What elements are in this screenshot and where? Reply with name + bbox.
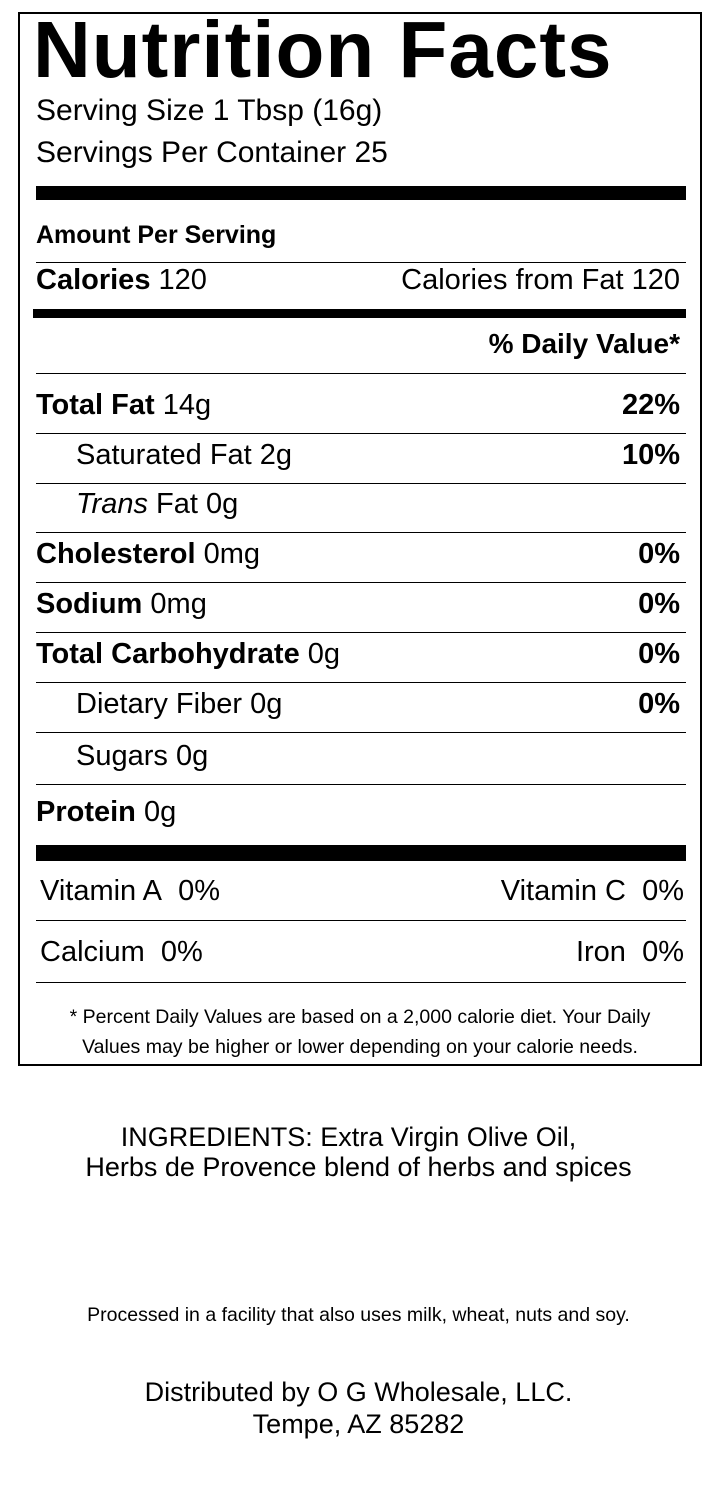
divider — [36, 920, 686, 921]
ingredients-line: INGREDIENTS: Extra Virgin Olive Oil, — [120, 1122, 577, 1152]
nutrient-row-trans-fat: Trans Fat 0g — [36, 490, 680, 519]
divider — [36, 582, 686, 583]
nutrient-row-sodium: Sodium 0mg 0% — [36, 590, 680, 619]
divider — [36, 262, 686, 263]
nutrient-dv: 0% — [638, 538, 680, 570]
nutrient-row-cholesterol: Cholesterol 0mg 0% — [36, 540, 680, 569]
distributor-line: Distributed by O G Wholesale, LLC. — [144, 1377, 573, 1407]
footnote-line: * Percent Daily Values are based on a 2,… — [69, 1006, 651, 1028]
nutrient-amount: 2g — [259, 439, 293, 471]
nutrient-row-dietary-fiber: Dietary Fiber 0g 0% — [36, 690, 680, 719]
nutrient-label: Protein — [36, 796, 136, 828]
nutrient-label: Total Carbohydrate — [36, 638, 300, 670]
divider — [36, 784, 686, 785]
calories-label: Calories — [36, 264, 151, 296]
nutrient-amount: 0mg — [150, 588, 207, 620]
calories-value: 120 — [158, 264, 207, 296]
vitamin-label: Calcium — [40, 936, 145, 968]
nutrient-amount: 0g — [250, 688, 283, 720]
calories-row: Calories 120 Calories from Fat 120 — [36, 266, 680, 295]
nutrient-dv: 22% — [621, 389, 680, 421]
nutrient-label: Trans — [76, 488, 148, 520]
nutrient-row-total-fat: Total Fat 14g 22% — [36, 391, 680, 420]
divider — [36, 732, 686, 733]
nutrition-facts-box — [18, 12, 702, 1066]
vitamin-label: Vitamin C — [500, 875, 626, 907]
vitamin-value: 0% — [642, 936, 684, 968]
vitamin-row-1: Vitamin A 0% Vitamin C 0% — [40, 877, 684, 906]
nutrient-label: Dietary Fiber — [76, 688, 242, 720]
amount-per-serving: Amount Per Serving — [36, 221, 277, 249]
nutrient-amount: 0g — [175, 740, 209, 772]
divider — [36, 433, 686, 434]
label-title: Nutrition Facts — [33, 5, 613, 94]
vitamin-row-2: Calcium 0% Iron 0% — [40, 938, 684, 967]
nutrient-dv: 0% — [638, 588, 680, 620]
nutrient-amount: 0g — [143, 796, 177, 828]
divider — [36, 483, 686, 484]
ingredients-line: Herbs de Provence blend of herbs and spi… — [85, 1152, 632, 1182]
vitamin-value: 0% — [178, 875, 221, 907]
vitamin-label: Iron — [575, 936, 626, 968]
nutrient-label: Cholesterol — [36, 538, 196, 570]
medium-divider — [33, 309, 686, 318]
distributor: Distributed by O G Wholesale, LLC. Tempe… — [0, 1376, 717, 1440]
thick-divider — [36, 845, 686, 861]
nutrient-label: Sodium — [36, 588, 143, 620]
footnote-line: Values may be higher or lower depending … — [82, 1036, 638, 1058]
nutrient-row-saturated-fat: Saturated Fat 2g 10% — [36, 441, 680, 470]
nutrient-label-rest: Fat — [156, 488, 198, 520]
nutrient-amount: 0g — [206, 488, 239, 520]
nutrient-row-total-carbohydrate: Total Carbohydrate 0g 0% — [36, 640, 680, 669]
serving-size: Serving Size 1 Tbsp (16g) — [36, 94, 383, 127]
ingredients: INGREDIENTS: Extra Virgin Olive Oil, Her… — [0, 1122, 717, 1182]
nutrient-amount: 0g — [307, 638, 341, 670]
allergen-notice: Processed in a facility that also uses m… — [87, 1304, 630, 1326]
divider — [36, 682, 686, 683]
nutrient-dv: 0% — [638, 688, 680, 720]
thick-divider — [36, 186, 686, 200]
vitamin-value: 0% — [160, 936, 203, 968]
divider — [36, 532, 686, 533]
nutrient-amount: 14g — [162, 389, 212, 421]
daily-value-header-row: % Daily Value* — [36, 330, 680, 358]
footnote: * Percent Daily Values are based on a 2,… — [20, 1002, 700, 1062]
servings-per-container: Servings Per Container 25 — [36, 136, 388, 169]
daily-value-header: % Daily Value* — [488, 328, 680, 359]
calories-from-fat: Calories from Fat 120 — [401, 264, 680, 296]
nutrient-label: Sugars — [76, 740, 168, 772]
vitamin-label: Vitamin A — [40, 875, 162, 907]
nutrient-label: Total Fat — [36, 389, 155, 421]
divider — [36, 632, 686, 633]
divider — [36, 373, 686, 374]
nutrient-row-sugars: Sugars 0g — [36, 742, 680, 771]
nutrient-amount: 0mg — [203, 538, 261, 570]
vitamin-value: 0% — [642, 875, 684, 907]
nutrient-dv: 10% — [621, 439, 680, 471]
distributor-line: Tempe, AZ 85282 — [252, 1409, 465, 1439]
nutrient-label: Saturated Fat — [76, 439, 252, 471]
nutrient-row-protein: Protein 0g — [36, 798, 680, 827]
divider — [36, 982, 686, 983]
nutrient-dv: 0% — [638, 638, 680, 670]
